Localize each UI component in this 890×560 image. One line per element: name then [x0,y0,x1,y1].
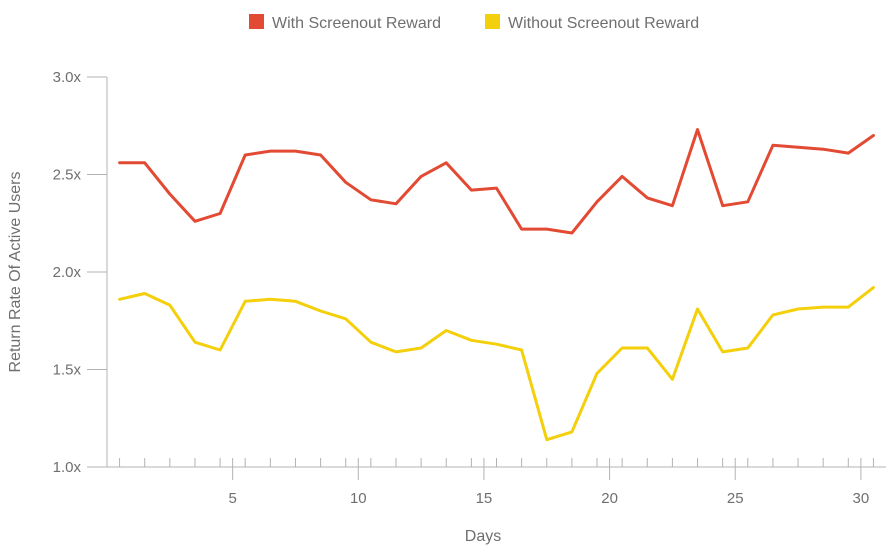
y-axis-title: Return Rate Of Active Users [7,172,24,373]
x-tick-label: 30 [853,490,870,507]
series-line-1 [118,128,875,235]
y-tick-label: 2.5x [53,167,82,184]
legend-item-2: Without Screenout Reward [485,14,699,32]
x-tick-label: 20 [601,490,618,507]
y-tick-label: 1.5x [53,362,82,379]
series-layer [118,128,875,442]
x-tick-label: 25 [727,490,744,507]
y-tick-label: 1.0x [53,459,82,476]
legend-label: Without Screenout Reward [508,15,699,32]
legend-label: With Screenout Reward [272,15,441,32]
y-axis: 1.0x 1.5x 2.0x 2.5x 3.0x [53,69,108,476]
legend: With Screenout Reward Without Screenout R… [249,14,699,32]
x-tick-label: 15 [476,490,493,507]
x-tick-label: 10 [350,490,367,507]
x-tick-label: 5 [228,490,236,507]
y-tick-label: 3.0x [53,69,82,86]
legend-item-1: With Screenout Reward [249,14,441,32]
series-line-2 [118,286,875,442]
legend-swatch [485,14,500,29]
x-axis: 5 10 15 20 25 30 [107,458,886,507]
y-tick-label: 2.0x [53,264,82,281]
x-axis-title: Days [465,528,501,545]
legend-swatch [249,14,264,29]
